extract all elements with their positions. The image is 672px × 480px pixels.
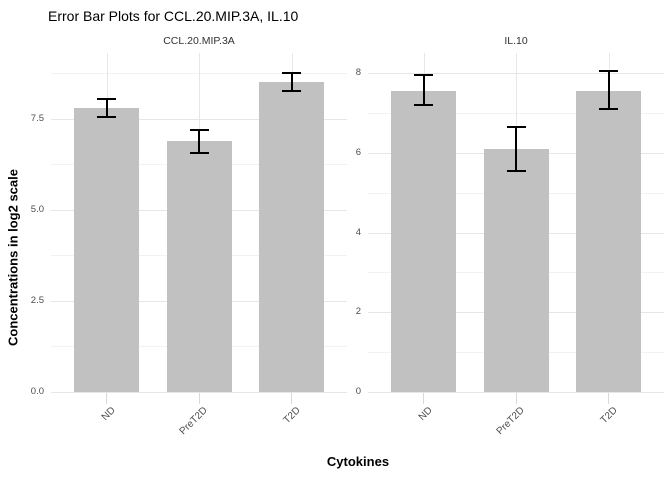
bar-ND	[391, 90, 456, 392]
error-bar-cap	[599, 69, 618, 72]
error-bar-cap	[282, 72, 301, 74]
error-bar-cap	[97, 97, 116, 100]
chart-title: Error Bar Plots for CCL.20.MIP.3A, IL.10	[48, 8, 299, 24]
x-tick-mark	[106, 393, 107, 404]
x-tick-label-T2D: T2D	[598, 405, 620, 427]
y-axis-title: Concentrations in log2 scale	[5, 169, 21, 346]
error-bar-line	[198, 129, 200, 154]
y-tick-label: 0.0	[30, 386, 44, 397]
bar-PreT2D	[166, 140, 232, 392]
x-tick-mark	[515, 393, 517, 404]
x-tick-label-PreT2D: PreT2D	[494, 405, 527, 438]
x-tick-mark	[291, 393, 292, 404]
x-tick-mark	[608, 393, 609, 404]
y-tick-label: 7.5	[30, 112, 44, 124]
major-gridline	[51, 392, 347, 393]
major-gridline	[368, 392, 664, 393]
y-axis-tick-labels-right: 0 2 4 6 8	[321, 53, 361, 398]
x-tick-label-T2D: T2D	[281, 405, 303, 427]
bar-ND	[74, 107, 139, 392]
error-bar-cap	[97, 115, 116, 118]
x-axis-title: Cytokines	[326, 454, 390, 469]
x-axis-labels-left: ND PreT2D T2D	[51, 392, 347, 480]
error-bar-cap	[414, 73, 433, 76]
x-tick-mark	[423, 393, 424, 404]
x-tick-mark	[198, 393, 200, 404]
facet-strip-il10: IL.10	[504, 35, 528, 47]
x-axis-labels-right: ND PreT2D T2D	[368, 392, 664, 480]
error-bar-cap	[282, 90, 301, 93]
y-tick-label: 4	[355, 226, 361, 238]
error-bar-cap	[414, 103, 433, 106]
bar-PreT2D	[483, 148, 549, 392]
error-bar-line	[105, 98, 108, 117]
facet-panel-ccl20	[51, 53, 347, 393]
y-tick-label: 5.0	[30, 203, 44, 215]
error-bar-cap	[189, 128, 209, 131]
error-bar-line	[422, 74, 425, 105]
error-bar-cap	[599, 107, 618, 110]
x-tick-label-ND: ND	[416, 405, 435, 423]
error-bar-cap	[506, 169, 526, 172]
error-bar-line	[290, 73, 293, 92]
error-bar-cap	[189, 152, 209, 155]
y-tick-label: 8	[355, 66, 361, 78]
x-tick-label-PreT2D: PreT2D	[177, 405, 210, 438]
error-bar-line	[515, 126, 517, 171]
facet-panel-il10	[368, 53, 664, 393]
x-tick-label-ND: ND	[99, 405, 118, 423]
error-bar-cap	[506, 125, 526, 128]
error-bar-line	[607, 70, 610, 109]
y-axis-tick-labels-left: 0.0 2.5 5.0 7.5	[4, 53, 44, 398]
bar-T2D	[259, 82, 324, 392]
y-tick-label: 2	[355, 306, 361, 318]
facet-strip-ccl20: CCL.20.MIP.3A	[163, 35, 235, 47]
y-tick-label: 0	[355, 386, 361, 397]
bar-T2D	[576, 90, 641, 392]
y-tick-label: 6	[355, 146, 361, 158]
y-tick-label: 2.5	[30, 294, 44, 306]
